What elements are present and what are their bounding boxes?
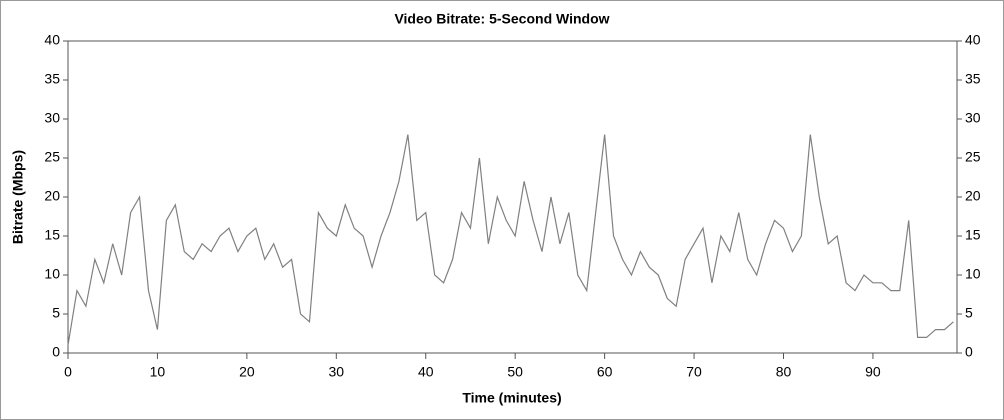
y2-tick-label: 35	[965, 71, 981, 87]
x-tick-label: 80	[776, 364, 792, 380]
y2-tick-label: 40	[965, 32, 981, 48]
y2-tick-label: 15	[965, 227, 981, 243]
y-tick-label: 10	[44, 266, 60, 282]
y2-tick-label: 0	[965, 344, 973, 360]
x-tick-label: 90	[865, 364, 881, 380]
x-axis-label: Time (minutes)	[462, 390, 561, 406]
bitrate-line	[67, 134, 954, 346]
x-tick-label: 30	[329, 364, 345, 380]
x-tick-label: 0	[64, 364, 72, 380]
y2-tick-label: 10	[965, 266, 981, 282]
chart-title: Video Bitrate: 5-Second Window	[394, 11, 609, 27]
x-tick-label: 70	[686, 364, 702, 380]
y2-tick-label: 25	[965, 149, 981, 165]
y-tick-label: 40	[44, 32, 60, 48]
y-tick-label: 20	[44, 188, 60, 204]
y-axis-label: Bitrate (Mbps)	[10, 150, 26, 244]
x-tick-label: 40	[418, 364, 434, 380]
y2-tick-label: 5	[965, 305, 973, 321]
y-tick-label: 0	[52, 344, 60, 360]
y2-tick-label: 20	[965, 188, 981, 204]
x-tick-label: 60	[597, 364, 613, 380]
x-tick-label: 50	[507, 364, 523, 380]
x-tick-label: 20	[239, 364, 255, 380]
y2-tick-label: 30	[965, 110, 981, 126]
y-tick-label: 25	[44, 149, 60, 165]
y-tick-label: 30	[44, 110, 60, 126]
y-tick-label: 35	[44, 71, 60, 87]
y-tick-label: 15	[44, 227, 60, 243]
y-tick-label: 5	[52, 305, 60, 321]
plot-area	[67, 40, 958, 354]
x-tick-label: 10	[150, 364, 166, 380]
